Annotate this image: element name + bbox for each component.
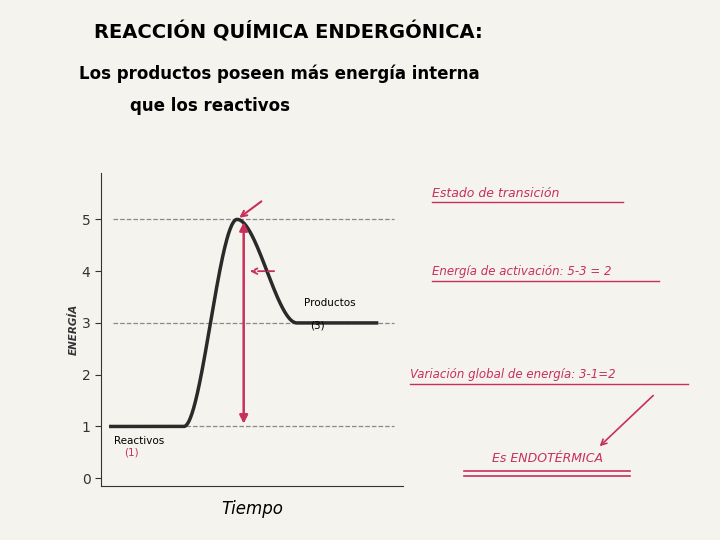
Text: Tiempo: Tiempo: [221, 501, 283, 518]
Text: (1): (1): [124, 447, 139, 457]
Text: Energía de activación: 5-3 = 2: Energía de activación: 5-3 = 2: [432, 265, 611, 278]
Text: Es ENDOTÉRMICA: Es ENDOTÉRMICA: [492, 453, 603, 465]
Text: Los productos poseen más energía interna: Los productos poseen más energía interna: [79, 65, 480, 83]
Text: REACCIÓN QUÍMICA ENDERGÓNICA:: REACCIÓN QUÍMICA ENDERGÓNICA:: [94, 22, 482, 43]
Text: ENERGÍA: ENERGÍA: [68, 304, 78, 355]
Text: que los reactivos: que los reactivos: [130, 97, 289, 115]
Text: Variación global de energía: 3-1=2: Variación global de energía: 3-1=2: [410, 368, 616, 381]
Text: Productos: Productos: [304, 299, 355, 308]
Text: (3): (3): [310, 320, 325, 330]
Text: Reactivos: Reactivos: [114, 436, 164, 446]
Text: Estado de transición: Estado de transición: [432, 187, 559, 200]
